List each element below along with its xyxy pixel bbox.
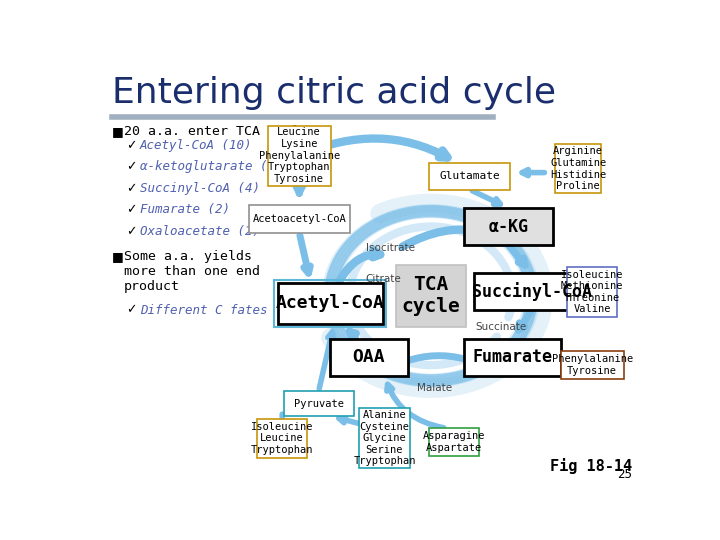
FancyBboxPatch shape [396,265,466,327]
FancyBboxPatch shape [278,284,382,323]
FancyBboxPatch shape [268,126,330,186]
Text: ✓: ✓ [126,204,136,217]
Text: Different C fates: Different C fates [140,303,267,316]
FancyBboxPatch shape [359,408,410,468]
Text: Fumarate (2): Fumarate (2) [140,204,230,217]
Text: Malate: Malate [418,383,452,393]
Text: Fumarate: Fumarate [472,348,552,367]
Text: Succinate: Succinate [475,322,526,332]
FancyBboxPatch shape [429,164,510,190]
FancyBboxPatch shape [330,339,408,376]
Text: ■: ■ [112,125,123,138]
FancyBboxPatch shape [249,205,350,233]
Text: Glutamate: Glutamate [439,172,500,181]
FancyBboxPatch shape [561,351,624,379]
Text: α-KG: α-KG [488,218,528,235]
Text: Leucine
Lysine
Phenylalanine
Tryptophan
Tyrosine: Leucine Lysine Phenylalanine Tryptophan … [258,127,340,184]
Text: ✓: ✓ [126,225,136,238]
Text: Citrate: Citrate [365,274,401,284]
Text: Succinyl-CoA (4): Succinyl-CoA (4) [140,182,260,195]
FancyBboxPatch shape [474,273,590,310]
FancyBboxPatch shape [567,267,617,316]
Text: Acetyl-CoA: Acetyl-CoA [276,294,384,313]
Text: Asparagine
Aspartate: Asparagine Aspartate [423,431,485,453]
Text: Fig 18-14: Fig 18-14 [550,457,632,474]
Text: Some a.a. yields
more than one end
product: Some a.a. yields more than one end produ… [124,249,260,293]
Text: Acetoacetyl-CoA: Acetoacetyl-CoA [253,214,346,224]
Text: 20 a.a. enter TCA cycle:: 20 a.a. enter TCA cycle: [124,125,316,138]
Text: Isoleucine
Methionine
Threonine
Valine: Isoleucine Methionine Threonine Valine [561,269,624,314]
Text: Oxaloacetate (2): Oxaloacetate (2) [140,225,260,238]
Text: Arginine
Glutamine
Histidine
Proline: Arginine Glutamine Histidine Proline [550,146,606,191]
Text: Acetyl-CoA (10): Acetyl-CoA (10) [140,139,252,152]
FancyBboxPatch shape [429,428,480,456]
Text: ✓: ✓ [126,303,136,316]
Text: ■: ■ [112,249,123,262]
Text: Isocitrate: Isocitrate [366,243,415,253]
Text: ✓: ✓ [126,160,136,173]
FancyBboxPatch shape [257,419,307,457]
FancyBboxPatch shape [555,144,601,193]
Text: ✓: ✓ [126,182,136,195]
Text: Succinyl-CoA: Succinyl-CoA [472,282,592,301]
Text: Pyruvate: Pyruvate [294,399,343,409]
FancyBboxPatch shape [464,208,553,245]
Text: OAA: OAA [353,348,385,367]
Text: ✓: ✓ [126,139,136,152]
Text: Isoleucine
Leucine
Tryptophan: Isoleucine Leucine Tryptophan [251,422,313,455]
Text: α-ketoglutarate (5): α-ketoglutarate (5) [140,160,282,173]
Text: Entering citric acid cycle: Entering citric acid cycle [112,76,556,110]
Text: 25: 25 [618,468,632,481]
Text: Alanine
Cysteine
Glycine
Serine
Tryptophan: Alanine Cysteine Glycine Serine Tryptoph… [354,410,415,467]
FancyBboxPatch shape [464,339,561,376]
Text: Phenylalanine
Tyrosine: Phenylalanine Tyrosine [552,354,633,376]
Text: TCA
cycle: TCA cycle [402,275,460,316]
FancyBboxPatch shape [284,392,354,416]
